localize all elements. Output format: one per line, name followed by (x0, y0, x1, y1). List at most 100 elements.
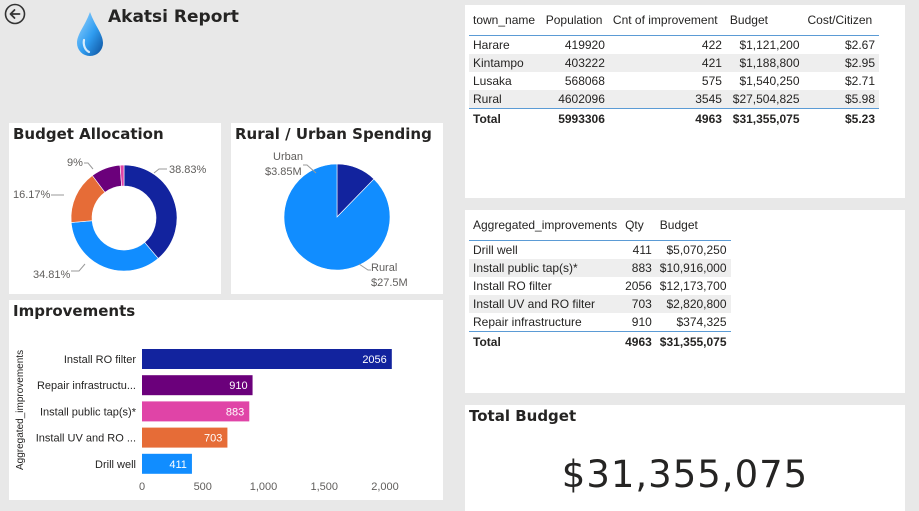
donut-label: 16.17% (13, 189, 51, 201)
pie-value-rural: $27.5M (371, 277, 408, 289)
bar-category-label: Install RO filter (64, 354, 136, 366)
table-cell: $374,325 (676, 315, 727, 329)
donut-label: 9% (67, 157, 83, 169)
donut-slice[interactable] (119, 164, 125, 187)
table-row[interactable]: Lusaka 568068 575 $1,540,250 $2.71 (469, 72, 879, 90)
table-total-row: Total 4963 $31,355,075 (469, 331, 731, 351)
y-axis-title: Aggregated_improvements (15, 350, 26, 470)
label-leader (71, 263, 86, 272)
bar-category-label: Install UV and RO ... (36, 433, 136, 445)
water-drop-icon (77, 12, 103, 56)
table-cell: 419920 (564, 38, 605, 52)
card-title: Total Budget (469, 407, 577, 425)
pie-slice-rural[interactable] (283, 163, 391, 271)
table-row[interactable]: Install UV and RO filter 703 $2,820,800 (469, 295, 731, 313)
table-cell: Install public tap(s)* (469, 259, 622, 277)
table-cell: 703 (621, 295, 656, 313)
column-header[interactable]: Qty (621, 210, 656, 241)
improvements-table-card: Aggregated_improvements Qty Budget Drill… (465, 210, 905, 393)
budget-allocation-donut-chart[interactable]: 38.83% 34.81% 16.17% 9% (9, 123, 221, 294)
table-cell: $5,070,250 (666, 243, 727, 257)
table-cell: 910 (631, 315, 652, 329)
bar[interactable] (142, 349, 392, 369)
towns-table[interactable]: town_name Population Cnt of improvement … (469, 5, 879, 128)
rural-urban-pie-chart[interactable]: Urban $3.85M Rural $27.5M (231, 123, 443, 294)
table-cell: Lusaka (473, 74, 512, 88)
bar-category-label: Install public tap(s)* (40, 406, 137, 418)
total-budget-value: $31,355,075 (561, 453, 809, 496)
table-cell: $5.23 (803, 108, 879, 128)
table-row[interactable]: Install RO filter 2056 $12,173,700 (469, 277, 731, 295)
table-cell: 4602096 (541, 90, 609, 109)
table-cell: $27,504,825 (725, 90, 804, 109)
label-leader (153, 168, 167, 174)
donut-slice[interactable] (70, 220, 159, 272)
table-row[interactable]: Harare 419920 422 $1,121,200 $2.67 (469, 36, 879, 55)
table-cell: 5993306 (541, 108, 609, 128)
table-cell: $1,188,800 (725, 54, 804, 72)
pie-value-urban: $3.85M (265, 166, 302, 178)
towns-table-card: town_name Population Cnt of improvement … (465, 5, 905, 198)
column-header[interactable]: Population (541, 5, 609, 36)
table-row[interactable]: Drill well 411 $5,070,250 (469, 241, 731, 260)
card-title: Rural / Urban Spending (235, 125, 432, 143)
table-cell: $5.98 (803, 90, 879, 109)
table-row[interactable]: Install public tap(s)* 883 $10,916,000 (469, 259, 731, 277)
bar[interactable] (142, 427, 228, 448)
bar-category-label: Repair infrastructu... (37, 380, 136, 392)
table-cell: $2.67 (844, 38, 875, 52)
table-cell: Harare (473, 38, 510, 52)
rural-urban-card: Rural / Urban Spending Urban $3.85M Rura… (231, 123, 443, 294)
donut-label: 34.81% (33, 269, 71, 281)
bar-data-label: 411 (169, 459, 187, 471)
column-header[interactable]: Cost/Citizen (803, 5, 879, 36)
table-cell: $2,820,800 (655, 295, 731, 313)
pie-label-leaders (303, 164, 371, 271)
donut-label: 38.83% (169, 164, 207, 176)
table-cell: $31,355,075 (655, 331, 731, 351)
table-cell: 4963 (621, 331, 656, 351)
donut-slice[interactable] (123, 164, 178, 259)
page-title: Akatsi Report (108, 7, 239, 27)
x-tick-label: 1,000 (250, 481, 278, 493)
column-header[interactable]: Aggregated_improvements (469, 210, 622, 241)
table-cell: Rural (469, 90, 542, 109)
bar[interactable] (142, 453, 192, 474)
bar[interactable] (142, 375, 253, 396)
bar-category-label: Drill well (95, 459, 136, 471)
table-cell: $2.95 (803, 54, 879, 72)
table-cell: Total (469, 331, 622, 351)
table-cell: $12,173,700 (659, 279, 727, 293)
bar-data-label: 883 (226, 406, 244, 418)
improvements-bar-chart[interactable]: Aggregated_improvements Install RO filte… (9, 300, 443, 500)
bar-data-label: 910 (229, 380, 247, 392)
table-cell: 4963 (608, 108, 726, 128)
card-title: Improvements (13, 302, 136, 320)
improvements-chart-card: Improvements Aggregated_improvements Ins… (9, 300, 443, 500)
table-cell: $2.71 (844, 74, 875, 88)
table-cell: 575 (701, 74, 722, 88)
label-leader (303, 164, 317, 174)
table-row[interactable]: Repair infrastructure 910 $374,325 (469, 313, 731, 332)
table-cell: $31,355,075 (725, 108, 804, 128)
x-tick-label: 1,500 (310, 481, 338, 493)
bar-data-label: 2056 (362, 354, 386, 366)
budget-allocation-card: Budget Allocation 38.83% 34.81% 16.17% 9… (9, 123, 221, 294)
bar[interactable] (142, 401, 250, 422)
column-header[interactable]: Budget (725, 5, 804, 36)
table-cell: Repair infrastructure (473, 315, 582, 329)
x-tick-label: 500 (194, 481, 212, 493)
card-title: Budget Allocation (13, 125, 164, 143)
column-header[interactable]: Cnt of improvement (608, 5, 726, 36)
table-row[interactable]: Kintampo 403222 421 $1,188,800 $2.95 (469, 54, 879, 72)
table-cell: 411 (632, 243, 652, 257)
back-arrow-icon[interactable] (4, 3, 26, 25)
column-header[interactable]: Budget (655, 210, 731, 241)
label-leader (358, 263, 371, 271)
table-cell: 883 (621, 259, 656, 277)
table-cell: $1,121,200 (739, 38, 800, 52)
x-tick-label: 0 (139, 481, 145, 493)
improvements-table[interactable]: Aggregated_improvements Qty Budget Drill… (469, 210, 731, 351)
column-header[interactable]: town_name (469, 5, 542, 36)
table-row[interactable]: Rural 4602096 3545 $27,504,825 $5.98 (469, 90, 879, 109)
